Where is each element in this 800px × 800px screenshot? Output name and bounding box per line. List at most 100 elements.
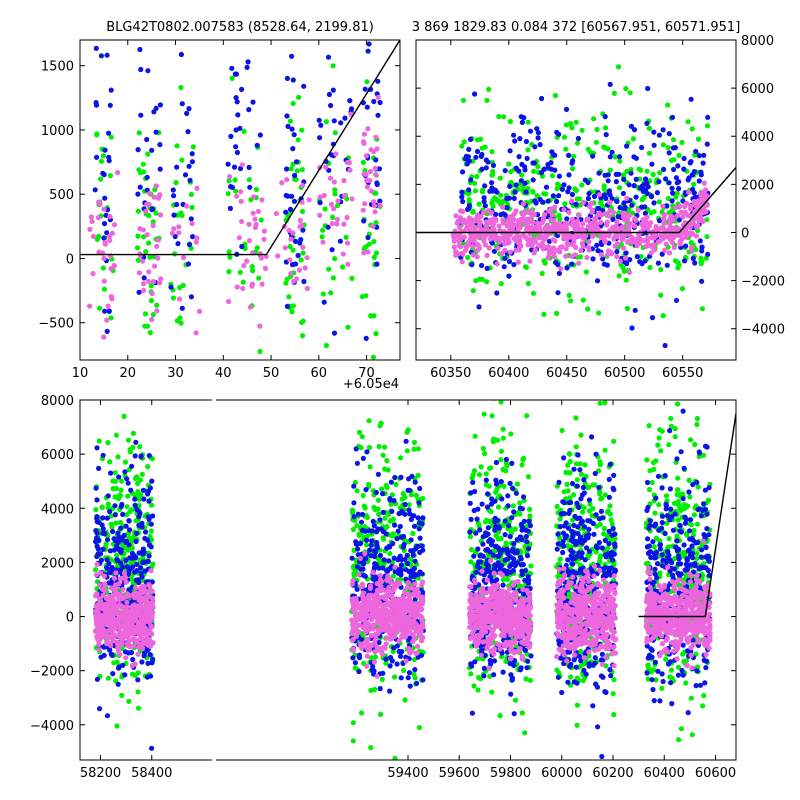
pink-point — [335, 198, 341, 204]
green-point — [530, 188, 536, 194]
blue-point — [468, 661, 474, 667]
pink-point — [531, 236, 537, 242]
blue-point — [95, 546, 101, 552]
pink-point — [482, 242, 488, 248]
blue-point — [478, 153, 484, 159]
blue-point — [541, 166, 547, 172]
pink-point — [176, 230, 182, 236]
green-point — [390, 573, 396, 579]
pink-point — [651, 235, 657, 241]
pink-point — [621, 210, 627, 216]
blue-point — [616, 154, 623, 160]
blue-point — [514, 537, 520, 543]
pink-point — [569, 216, 576, 222]
green-point — [471, 468, 478, 474]
pink-point — [457, 215, 463, 221]
green-point — [96, 233, 102, 239]
blue-point — [290, 77, 296, 83]
blue-point — [537, 196, 543, 203]
blue-point — [189, 159, 195, 165]
blue-point — [683, 243, 689, 249]
pink-point — [334, 221, 340, 227]
green-point — [368, 745, 374, 751]
green-point — [672, 258, 679, 264]
blue-point — [225, 161, 231, 167]
pink-point — [88, 214, 94, 220]
pink-point — [341, 178, 347, 184]
pink-point — [115, 170, 121, 176]
blue-point — [549, 149, 555, 155]
blue-point — [666, 180, 672, 186]
blue-point — [467, 136, 474, 142]
green-point — [687, 494, 693, 500]
green-point — [519, 462, 525, 468]
blue-point — [151, 109, 157, 115]
blue-point — [417, 549, 423, 556]
blue-point — [101, 235, 107, 241]
green-point — [371, 254, 377, 260]
blue-point — [412, 558, 418, 564]
green-point — [691, 512, 698, 518]
pink-point — [554, 221, 560, 228]
blue-point — [118, 504, 124, 510]
green-point — [694, 415, 701, 422]
pink-point — [196, 308, 203, 314]
blue-point — [691, 190, 698, 196]
blue-point — [502, 557, 508, 563]
pink-point — [194, 185, 200, 191]
pink-point — [169, 230, 175, 236]
pink-point — [244, 258, 250, 264]
green-point — [145, 323, 151, 329]
pink-point — [377, 202, 383, 208]
pink-point — [470, 252, 476, 258]
blue-point — [133, 439, 139, 445]
green-point — [498, 535, 504, 542]
blue-point — [301, 278, 307, 285]
pink-point — [302, 265, 308, 271]
pink-point — [686, 189, 692, 195]
green-point — [608, 517, 614, 523]
green-point — [389, 533, 395, 539]
green-point — [676, 502, 682, 508]
pink-point — [626, 269, 633, 275]
x-tick-label: 60 — [311, 366, 328, 381]
green-point — [126, 698, 132, 705]
blue-point — [366, 41, 372, 47]
green-point — [290, 247, 296, 253]
green-point — [362, 302, 367, 307]
pink-point — [623, 255, 629, 261]
blue-point — [360, 511, 366, 518]
blue-point — [380, 491, 386, 497]
blue-point — [602, 114, 608, 120]
blue-point — [353, 446, 359, 452]
green-point — [500, 435, 506, 441]
pink-point — [155, 195, 162, 201]
green-point — [93, 507, 99, 513]
blue-point — [293, 159, 300, 165]
y-tick-label: 6000 — [741, 82, 774, 97]
pink-point — [542, 211, 548, 218]
blue-point — [633, 176, 639, 182]
green-point — [676, 380, 681, 385]
green-point — [379, 676, 385, 683]
blue-point — [488, 501, 495, 507]
blue-point — [573, 664, 579, 670]
green-point — [578, 662, 585, 668]
blue-point — [387, 663, 393, 669]
blue-point — [520, 591, 527, 597]
green-point — [659, 428, 665, 434]
green-point — [593, 549, 599, 555]
pink-point — [476, 219, 482, 225]
panel-top-right: 60350 60400 60450 60500 60550−4000−200002000… — [415, 34, 785, 381]
blue-point — [356, 652, 362, 658]
blue-point — [460, 198, 466, 205]
pink-point — [513, 208, 519, 214]
green-point — [379, 486, 385, 492]
pink-point — [176, 224, 182, 230]
green-point — [471, 683, 477, 689]
blue-point — [643, 176, 649, 182]
blue-point — [518, 556, 524, 562]
green-point — [645, 560, 651, 567]
pink-point — [329, 220, 335, 227]
green-point — [489, 689, 495, 695]
